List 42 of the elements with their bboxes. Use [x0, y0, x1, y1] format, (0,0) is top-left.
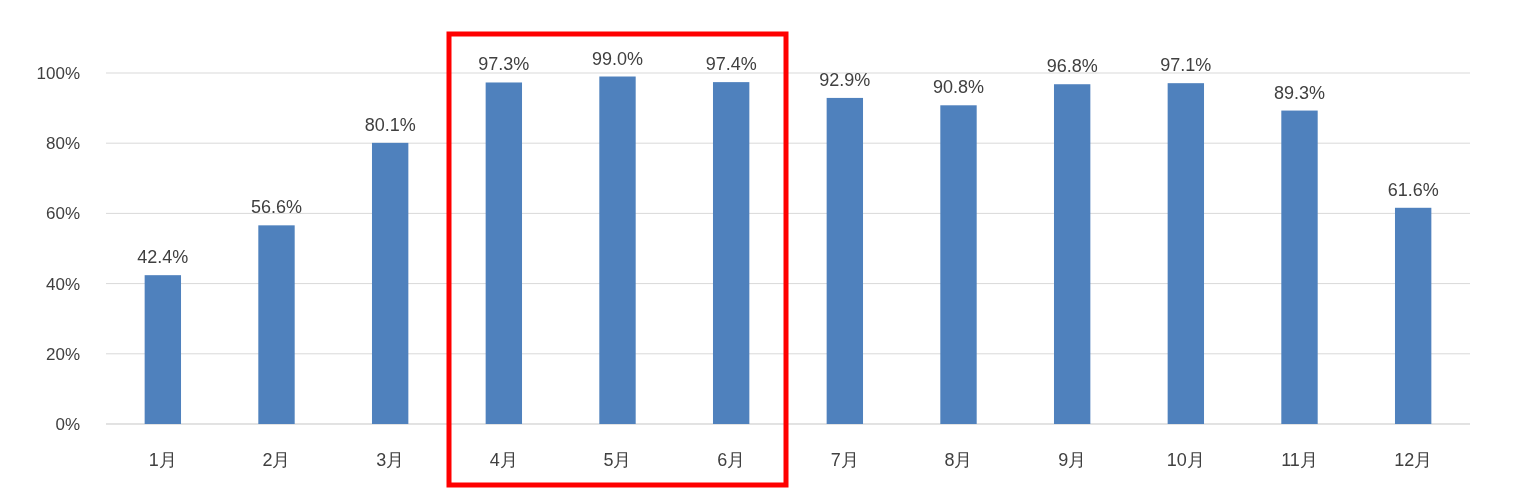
data-label: 97.3% [478, 54, 530, 75]
bar [258, 225, 295, 424]
data-label: 97.1% [1160, 55, 1212, 76]
y-tick-label: 20% [45, 344, 80, 364]
bar [144, 275, 182, 424]
x-tick-label: 3月 [376, 450, 405, 470]
bar [1281, 110, 1318, 424]
bar [940, 105, 977, 424]
y-tick-label: 100% [36, 64, 80, 83]
data-label: 61.6% [1387, 179, 1439, 200]
bar [1394, 207, 1432, 424]
x-tick-label: 4月 [489, 450, 518, 470]
y-tick-label: 60% [45, 204, 80, 224]
bar [1167, 83, 1205, 424]
data-label: 96.8% [1046, 56, 1098, 77]
x-tick-label: 10月 [1166, 450, 1205, 470]
data-label: 92.9% [819, 69, 871, 90]
bar [485, 82, 523, 424]
y-tick-label: 80% [45, 134, 80, 154]
data-label: 99.0% [591, 48, 644, 69]
x-tick-label: 2月 [262, 450, 291, 470]
y-tick-label: 0% [55, 415, 80, 434]
x-tick-label: 8月 [944, 450, 973, 470]
data-label: 90.8% [932, 77, 985, 98]
y-tick-label: 40% [45, 274, 80, 294]
data-label: 97.4% [705, 54, 757, 75]
bar [712, 82, 750, 424]
x-tick-label: 7月 [830, 450, 859, 470]
x-tick-label: 9月 [1058, 450, 1087, 470]
bar [371, 142, 409, 424]
x-tick-label: 12月 [1394, 450, 1433, 470]
bar [1053, 84, 1091, 424]
bar [599, 76, 636, 424]
data-label: 80.1% [364, 114, 416, 135]
bar [826, 97, 864, 424]
x-tick-label: 1月 [148, 450, 177, 470]
data-label: 42.4% [137, 247, 189, 268]
data-label: 56.6% [250, 197, 303, 218]
x-tick-label: 11月 [1281, 450, 1318, 470]
x-tick-label: 6月 [717, 450, 746, 470]
data-label: 89.3% [1273, 82, 1326, 103]
x-tick-label: 5月 [603, 450, 632, 470]
